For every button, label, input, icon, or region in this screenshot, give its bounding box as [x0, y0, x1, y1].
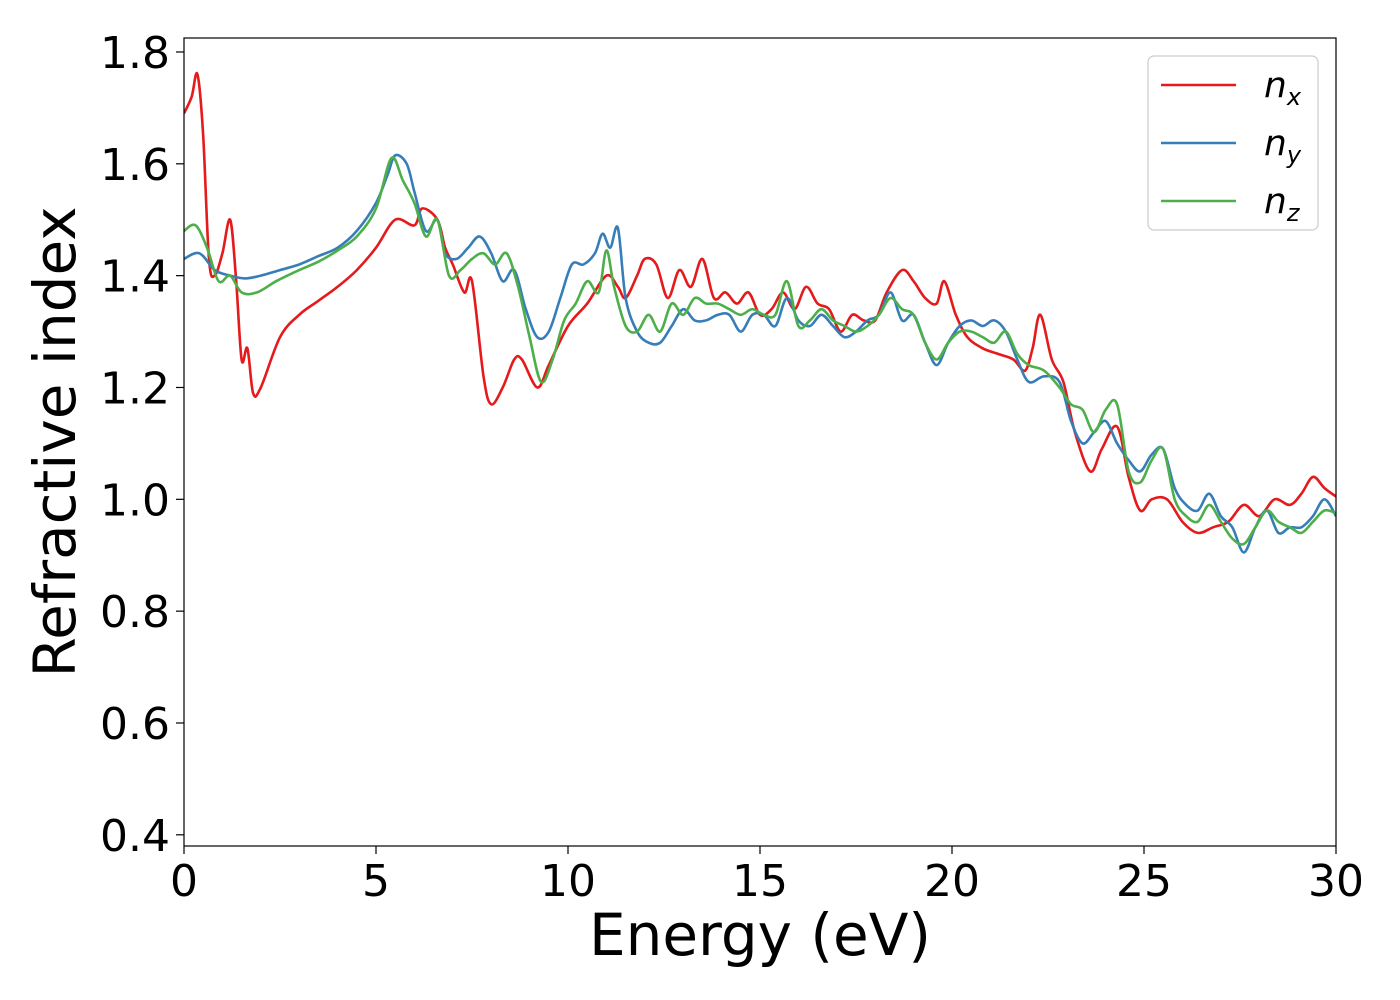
y-tick-label: 0.4	[100, 811, 170, 862]
x-axis: 0 5 10 15 20 25 30	[170, 846, 1364, 907]
legend-label-base: n	[1264, 123, 1287, 164]
legend-label-ny: ny	[1264, 123, 1302, 169]
x-axis-title: Energy (eV)	[589, 901, 931, 969]
y-axis-title: Refractive index	[21, 206, 89, 677]
x-tick-label: 20	[924, 856, 980, 907]
legend-label-nz: nz	[1264, 181, 1301, 227]
legend-label-nx: nx	[1264, 65, 1302, 111]
series-line-ny	[184, 153, 1336, 554]
y-tick-label: 1.6	[100, 140, 170, 191]
y-tick-label: 1.8	[100, 28, 170, 79]
legend-label-base: n	[1264, 65, 1287, 106]
legend-label-subscript: x	[1286, 83, 1302, 111]
series-line-nz	[184, 156, 1336, 546]
legend-label-subscript: z	[1286, 199, 1301, 227]
x-tick-label: 5	[362, 856, 390, 907]
y-tick-label: 1.4	[100, 252, 170, 303]
legend-label-base: n	[1264, 181, 1287, 222]
x-tick-label: 0	[170, 856, 198, 907]
legend-label-subscript: y	[1286, 141, 1302, 169]
x-tick-label: 10	[540, 856, 596, 907]
y-axis: 0.4 0.6 0.8 1.0 1.2 1.4 1.6 1.8	[100, 28, 184, 862]
y-tick-label: 1.0	[100, 475, 170, 526]
x-tick-label: 25	[1116, 856, 1172, 907]
x-tick-label: 15	[732, 856, 788, 907]
y-tick-label: 0.6	[100, 699, 170, 750]
y-tick-label: 0.8	[100, 587, 170, 638]
series-layer	[184, 71, 1336, 554]
x-tick-label: 30	[1308, 856, 1364, 907]
y-tick-label: 1.2	[100, 363, 170, 414]
series-line-nx	[184, 71, 1336, 535]
